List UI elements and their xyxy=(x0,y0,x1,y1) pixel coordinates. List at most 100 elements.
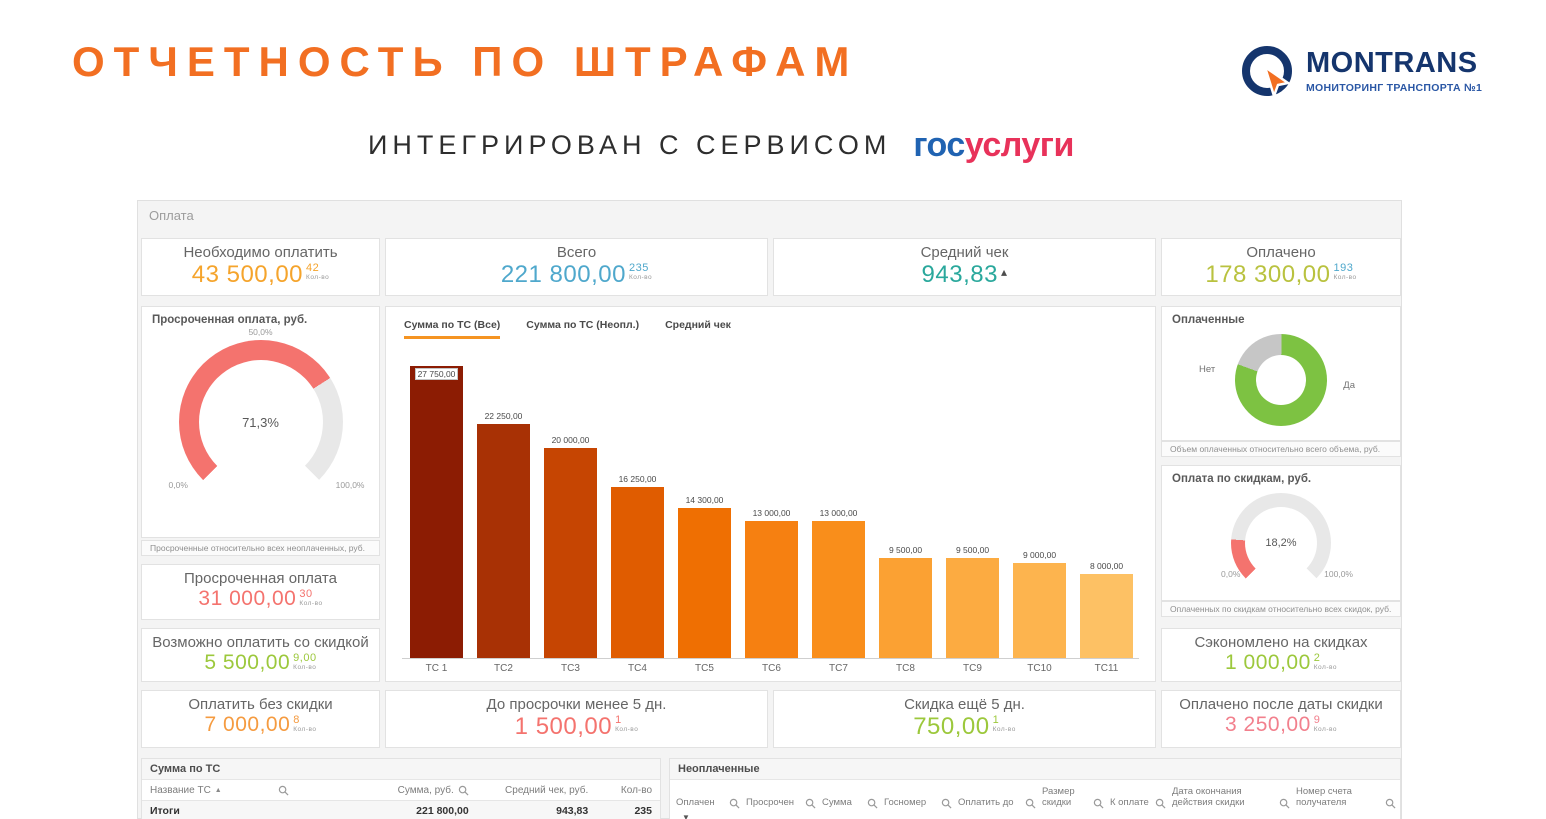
bar-group[interactable]: 13 000,00 xyxy=(745,508,798,658)
page-title: ОТЧЕТНОСТЬ ПО ШТРАФАМ xyxy=(72,38,859,85)
bar[interactable] xyxy=(1013,563,1066,658)
kpi-value: 750,00 1 Кол-во xyxy=(774,713,1155,741)
kpi-overdue[interactable]: Просроченная оплата 31 000,00 30 Кол-во xyxy=(141,564,380,620)
kpi-paid-after-discount[interactable]: Оплачено после даты скидки 3 250,00 9 Кол-… xyxy=(1161,690,1401,748)
tab-sum-unpaid[interactable]: Сумма по ТС (Неопл.) xyxy=(526,319,640,331)
kpi-total[interactable]: Всего 221 800,00 235 Кол-во xyxy=(385,238,768,296)
bar-value-label: 13 000,00 xyxy=(819,508,858,518)
bar-group[interactable]: 9 000,00 xyxy=(1013,550,1066,658)
bar[interactable] xyxy=(678,508,731,658)
column-label: Сумма xyxy=(822,796,852,808)
search-icon[interactable] xyxy=(1025,798,1036,809)
unpaid-column-header[interactable]: Оплатить до xyxy=(958,797,1036,809)
kpi-saved-on-discounts[interactable]: Сэкономлено на скидках 1 000,00 2 Кол-во xyxy=(1161,628,1401,682)
search-icon[interactable] xyxy=(1155,798,1166,809)
column-label: Название ТС xyxy=(150,785,211,796)
search-icon[interactable] xyxy=(729,798,740,809)
gosuslugi-logo: госуслуги xyxy=(913,126,1074,165)
montrans-logo-icon xyxy=(1242,46,1292,100)
bar[interactable] xyxy=(611,487,664,658)
gauge-tick-start: 0,0% xyxy=(168,480,188,490)
kpi-before-overdue[interactable]: До просрочки менее 5 дн. 1 500,00 1 Кол-во xyxy=(385,690,768,748)
search-icon[interactable] xyxy=(1093,798,1104,809)
bar-value-label: 27 750,00 xyxy=(414,368,459,380)
unpaid-column-header[interactable]: Госномер xyxy=(884,796,952,809)
sort-asc-icon[interactable]: ▲ xyxy=(214,787,222,794)
kpi-label: Оплатить без скидки xyxy=(188,696,333,713)
kpi-count: 2 xyxy=(1313,652,1321,664)
bar[interactable] xyxy=(879,558,932,658)
unpaid-column-header[interactable]: Оплачен xyxy=(676,797,740,809)
bar-value-label: 8 000,00 xyxy=(1089,561,1124,571)
bar[interactable] xyxy=(477,424,530,658)
kpi-count: 42 xyxy=(306,262,320,274)
tab-avg-check[interactable]: Средний чек xyxy=(665,319,731,331)
unpaid-column-header[interactable]: Дата окончания действия скидки xyxy=(1172,786,1290,809)
kpi-count: 1 xyxy=(615,714,622,726)
kpi-count-label: Кол-во xyxy=(306,274,330,281)
kpi-paid[interactable]: Оплачено 178 300,00 193 Кол-во xyxy=(1161,238,1401,296)
search-icon[interactable] xyxy=(867,798,878,809)
discount-gauge-title: Оплата по скидкам, руб. xyxy=(1172,473,1312,485)
discount-gauge-card[interactable]: Оплата по скидкам, руб. 18,2% 0,0% 100,0… xyxy=(1161,465,1401,601)
filter-caret-icon[interactable]: ▼ xyxy=(682,812,690,819)
column-label: Дата окончания действия скидки xyxy=(1172,786,1245,808)
unpaid-column-header[interactable]: Сумма xyxy=(822,796,878,809)
bar[interactable] xyxy=(946,558,999,658)
kpi-label: Оплачено после даты скидки xyxy=(1179,696,1383,713)
bar-group[interactable]: 27 750,00 xyxy=(410,366,463,658)
bar-group[interactable]: 22 250,00 xyxy=(477,411,530,658)
bar[interactable] xyxy=(544,448,597,658)
kpi-count: 193 xyxy=(1333,262,1354,274)
kpi-count: 30 xyxy=(299,588,313,600)
kpi-count: 9 xyxy=(1313,714,1321,726)
kpi-count-block: 9,00 Кол-во xyxy=(293,653,316,672)
search-icon[interactable] xyxy=(1385,798,1396,809)
totals-row[interactable]: Итоги 221 800,00 943,83 235 xyxy=(142,801,660,819)
kpi-count-label: Кол-во xyxy=(615,726,639,733)
x-axis-label: ТС3 xyxy=(561,663,580,674)
unpaid-column-header[interactable]: Номер счета получателя xyxy=(1296,786,1396,809)
paid-donut-card[interactable]: Оплаченные Нет Да xyxy=(1161,306,1401,441)
unpaid-column-header[interactable]: Размер скидки xyxy=(1042,786,1104,809)
bar-group[interactable]: 8 000,00 xyxy=(1080,561,1133,658)
kpi-need-to-pay[interactable]: Необходимо оплатить 43 500,00 42 Кол-во xyxy=(141,238,380,296)
search-icon[interactable] xyxy=(941,798,952,809)
overdue-gauge-card[interactable]: Просроченная оплата, руб. 71,3% 50,0% 0,… xyxy=(141,306,380,538)
bar-group[interactable]: 20 000,00 xyxy=(544,435,597,658)
unpaid-column-header[interactable]: К оплате xyxy=(1110,797,1166,809)
bar-value-label: 22 250,00 xyxy=(484,411,523,421)
search-icon[interactable] xyxy=(805,798,816,809)
column-header-ts-name[interactable]: Название ТС ▲ xyxy=(150,785,289,796)
bar[interactable] xyxy=(1080,574,1133,658)
kpi-avg-check[interactable]: Средний чек 943,83 ▴ xyxy=(773,238,1156,296)
kpi-pay-no-discount[interactable]: Оплатить без скидки 7 000,00 8 Кол-во xyxy=(141,690,380,748)
column-label: Просрочен xyxy=(746,796,794,808)
search-icon[interactable] xyxy=(1279,798,1290,809)
column-header-count[interactable]: Кол-во xyxy=(588,785,652,796)
kpi-pay-with-discount[interactable]: Возможно оплатить со скидкой 5 500,00 9,0… xyxy=(141,628,380,682)
search-icon[interactable] xyxy=(278,785,289,796)
tab-sum-all[interactable]: Сумма по ТС (Все) xyxy=(404,319,501,339)
bar-group[interactable]: 16 250,00 xyxy=(611,474,664,658)
bar-group[interactable]: 14 300,00 xyxy=(678,495,731,658)
bar[interactable] xyxy=(745,521,798,658)
kpi-number: 221 800,00 xyxy=(500,261,626,288)
sum-table: Сумма по ТС Название ТС ▲ Сумма, руб. Ср… xyxy=(141,758,661,819)
kpi-discount-5-days[interactable]: Скидка ещё 5 дн. 750,00 1 Кол-во xyxy=(773,690,1156,748)
column-label: Средний чек, руб. xyxy=(505,785,589,796)
column-header-sum[interactable]: Сумма, руб. xyxy=(289,785,469,796)
bar-group[interactable]: 13 000,00 xyxy=(812,508,865,658)
totals-avg-check: 943,83 xyxy=(556,805,589,817)
paid-donut-hole xyxy=(1256,355,1306,405)
search-icon[interactable] xyxy=(458,785,469,796)
kpi-count-label: Кол-во xyxy=(299,600,323,607)
bar[interactable] xyxy=(812,521,865,658)
paid-donut: Нет Да xyxy=(1199,334,1355,426)
column-header-avg-check[interactable]: Средний чек, руб. xyxy=(469,785,589,796)
bar-group[interactable]: 9 500,00 xyxy=(879,545,932,658)
bar-group[interactable]: 9 500,00 xyxy=(946,545,999,658)
bar[interactable] xyxy=(410,366,463,658)
unpaid-column-header[interactable]: Просрочен xyxy=(746,796,816,809)
column-label: Госномер xyxy=(884,796,927,808)
